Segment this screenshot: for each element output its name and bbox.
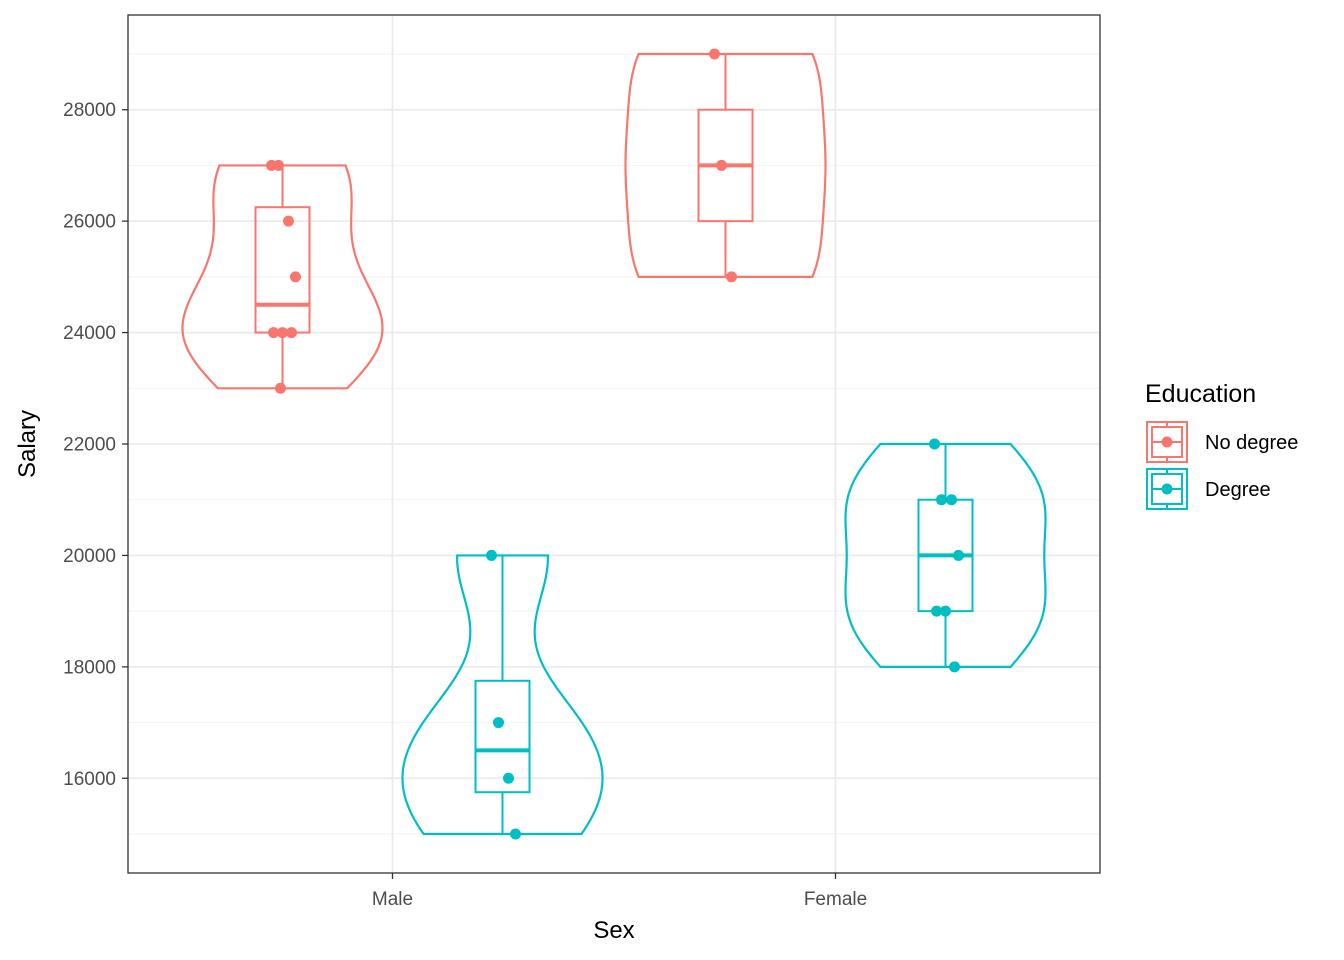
data-point bbox=[277, 327, 288, 339]
data-point bbox=[286, 327, 297, 339]
axes: 16000 18000 20000 22000 24000 26000 28000 Male F… bbox=[63, 100, 867, 910]
data-point bbox=[953, 549, 964, 561]
data-point bbox=[929, 438, 940, 450]
y-tick-label: 28000 bbox=[63, 100, 116, 121]
y-tick-label: 26000 bbox=[63, 212, 116, 233]
data-point bbox=[716, 159, 727, 171]
y-axis-title: Salary bbox=[14, 410, 41, 478]
y-tick-label: 24000 bbox=[63, 323, 116, 344]
x-tick-label: Male bbox=[372, 889, 413, 910]
data-point bbox=[510, 828, 521, 840]
data-point bbox=[946, 494, 957, 506]
data-point bbox=[709, 48, 720, 60]
violin-shape bbox=[181, 164, 384, 390]
y-tick-label: 18000 bbox=[63, 657, 116, 678]
data-point bbox=[283, 215, 294, 227]
boxplot-layer bbox=[254, 54, 974, 834]
y-tick-label: 16000 bbox=[63, 769, 116, 790]
data-point bbox=[931, 605, 942, 617]
legend-key bbox=[1146, 421, 1188, 463]
x-axis-title: Sex bbox=[593, 917, 634, 944]
points-layer bbox=[266, 48, 964, 840]
data-point bbox=[503, 772, 514, 784]
data-point bbox=[949, 661, 960, 673]
violin-shape bbox=[624, 52, 827, 278]
legend: Education No degree Degree bbox=[1145, 380, 1298, 510]
data-point bbox=[940, 605, 951, 617]
legend-key-point bbox=[1161, 436, 1173, 448]
x-tick-label: Female bbox=[804, 889, 867, 910]
data-point bbox=[273, 159, 284, 171]
data-point bbox=[290, 271, 301, 283]
legend-key-violin bbox=[1146, 421, 1188, 463]
legend-key bbox=[1146, 468, 1188, 510]
data-point bbox=[726, 271, 737, 283]
data-point bbox=[936, 494, 947, 506]
legend-label: No degree bbox=[1205, 432, 1298, 454]
violin-shape bbox=[844, 442, 1047, 668]
data-point bbox=[268, 327, 279, 339]
violin-shape bbox=[401, 554, 604, 836]
y-tick-label: 20000 bbox=[63, 546, 116, 567]
legend-key-violin bbox=[1146, 468, 1188, 510]
box-rect bbox=[474, 679, 531, 794]
legend-title: Education bbox=[1145, 380, 1256, 408]
data-point bbox=[275, 382, 286, 394]
legend-label: Degree bbox=[1205, 479, 1271, 501]
legend-key-point bbox=[1161, 483, 1173, 495]
y-tick-label: 22000 bbox=[63, 435, 116, 456]
violin-layer bbox=[181, 52, 1047, 836]
data-point bbox=[493, 717, 504, 729]
data-point bbox=[486, 549, 497, 561]
